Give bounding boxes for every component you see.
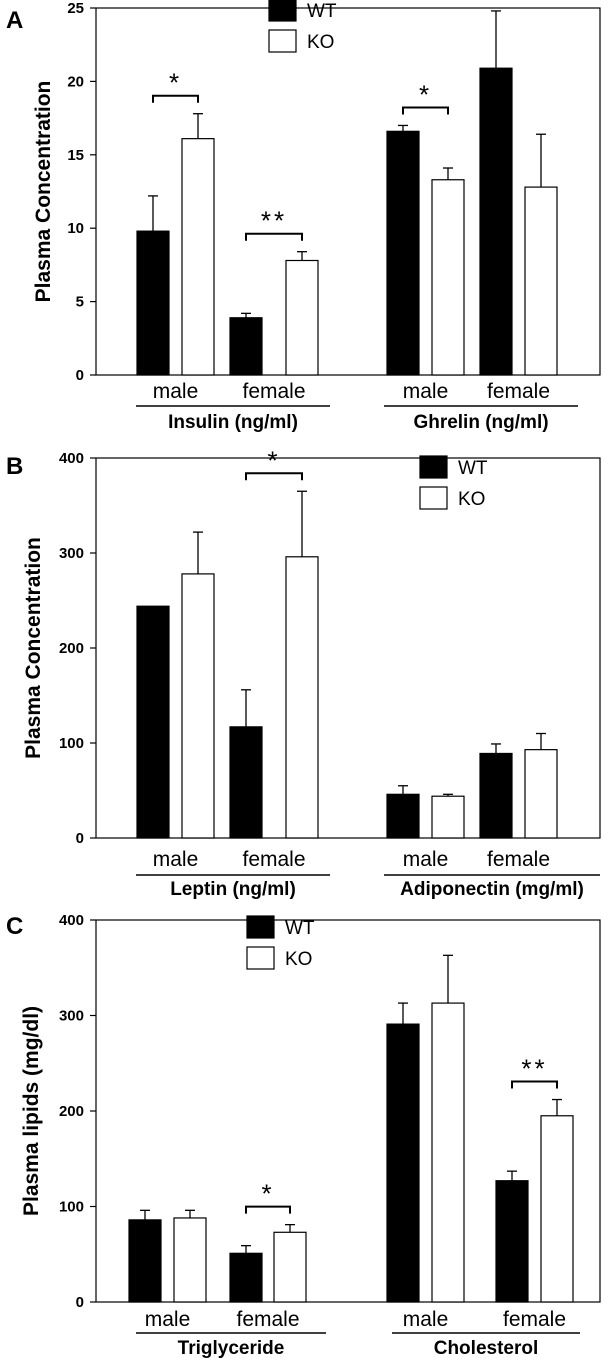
legend: WT KO — [419, 455, 488, 510]
bar-wt — [136, 605, 170, 839]
bar-wt — [229, 726, 263, 839]
legend-label: KO — [307, 32, 334, 53]
bar-wt — [386, 1023, 420, 1303]
group-label: Triglyceride — [178, 1338, 285, 1359]
significance-bracket — [245, 1205, 291, 1214]
bar-ko — [285, 556, 319, 839]
y-tick-label: 20 — [67, 73, 84, 90]
significance-stars: * — [261, 1179, 274, 1209]
subgroup-label: female — [242, 848, 305, 871]
legend: WT KO — [268, 0, 337, 53]
y-axis-label: Plasma lipids (mg/dl) — [20, 1006, 43, 1216]
legend-swatch-ko — [268, 29, 297, 53]
y-tick-label: 25 — [67, 0, 84, 17]
panel-letter: B — [6, 453, 23, 480]
plot-frame — [95, 7, 601, 376]
subgroup-label: female — [487, 848, 550, 871]
panel-a: A 0 5 10 15 20 25 Plasma Concentration * male ** fe… — [6, 0, 601, 433]
group-label: Leptin (ng/ml) — [170, 879, 296, 900]
legend-label: KO — [285, 949, 312, 970]
y-tick-label: 0 — [76, 367, 84, 384]
significance-bracket — [402, 106, 449, 115]
subgroup-label: male — [403, 380, 449, 403]
bar-ko — [431, 179, 465, 376]
legend-label: WT — [307, 1, 337, 22]
bar-wt — [229, 317, 263, 376]
bar-ko — [431, 795, 465, 839]
legend-swatch-wt — [268, 0, 297, 22]
bar-ko — [524, 186, 558, 376]
y-tick-label: 300 — [59, 1008, 84, 1025]
y-tick-label: 0 — [76, 1294, 84, 1311]
subgroup-label: female — [487, 380, 550, 403]
subgroup-label: male — [145, 1308, 191, 1331]
significance-stars: * — [169, 68, 182, 98]
legend-swatch-wt — [419, 455, 448, 479]
bar-ko — [181, 573, 215, 839]
bar-wt — [386, 130, 420, 376]
significance-stars: * — [267, 445, 280, 475]
panel-letter: C — [6, 913, 23, 940]
y-tick-label: 15 — [67, 147, 84, 164]
bar-wt — [128, 1219, 162, 1303]
subgroup-label: male — [403, 848, 449, 871]
panel-b: B 0 100 200 300 400 Plasma Concentration male * f… — [6, 445, 601, 900]
group-label: Cholesterol — [434, 1338, 539, 1359]
y-tick-label: 200 — [59, 1103, 84, 1120]
bar-ko — [285, 259, 319, 376]
legend-swatch-ko — [419, 486, 448, 510]
y-tick-label: 300 — [59, 545, 84, 562]
group-label: Ghrelin (ng/ml) — [413, 412, 548, 433]
y-tick-label: 0 — [76, 830, 84, 847]
significance-bracket — [152, 94, 199, 103]
subgroup-label: female — [242, 380, 305, 403]
bar-ko — [524, 749, 558, 839]
significance-stars: ** — [521, 1054, 547, 1084]
bar-ko — [431, 1002, 465, 1303]
y-tick-label: 100 — [59, 735, 84, 752]
y-axis-label: Plasma Concentration — [32, 81, 55, 303]
significance-stars: ** — [261, 206, 287, 236]
subgroup-label: female — [236, 1308, 299, 1331]
bar-wt — [495, 1180, 529, 1303]
subgroup-label: female — [503, 1308, 566, 1331]
y-axis-label: Plasma Concentration — [22, 537, 45, 759]
legend-label: KO — [458, 489, 485, 510]
significance-bracket — [245, 232, 303, 241]
legend-label: WT — [285, 918, 315, 939]
y-tick-label: 400 — [59, 912, 84, 929]
subgroup-label: male — [153, 380, 199, 403]
bar-wt — [386, 793, 420, 839]
significance-bracket — [245, 472, 303, 481]
bar-wt — [136, 230, 170, 376]
bar-ko — [181, 138, 215, 376]
bar-wt — [229, 1252, 263, 1303]
legend: WT KO — [246, 915, 315, 970]
bar-ko — [273, 1231, 307, 1303]
panel-letter: A — [6, 7, 23, 34]
y-tick-label: 200 — [59, 640, 84, 657]
y-tick-label: 10 — [67, 220, 84, 237]
bar-wt — [479, 67, 513, 376]
y-tick-label: 100 — [59, 1199, 84, 1216]
group-label: Adiponectin (mg/ml) — [400, 879, 584, 900]
y-tick-label: 400 — [59, 450, 84, 467]
y-tick-label: 5 — [76, 294, 84, 311]
subgroup-label: male — [153, 848, 199, 871]
significance-bracket — [511, 1080, 558, 1089]
legend-swatch-ko — [246, 946, 275, 970]
legend-label: WT — [458, 458, 488, 479]
bar-ko — [173, 1217, 207, 1303]
group-label: Insulin (ng/ml) — [168, 412, 298, 433]
significance-stars: * — [419, 79, 432, 109]
legend-swatch-wt — [246, 915, 275, 939]
bar-ko — [540, 1115, 574, 1303]
subgroup-label: male — [403, 1308, 449, 1331]
bar-wt — [479, 752, 513, 839]
panel-c: C 0 100 200 300 400 Plasma lipids (mg/dl) male *… — [6, 912, 601, 1359]
